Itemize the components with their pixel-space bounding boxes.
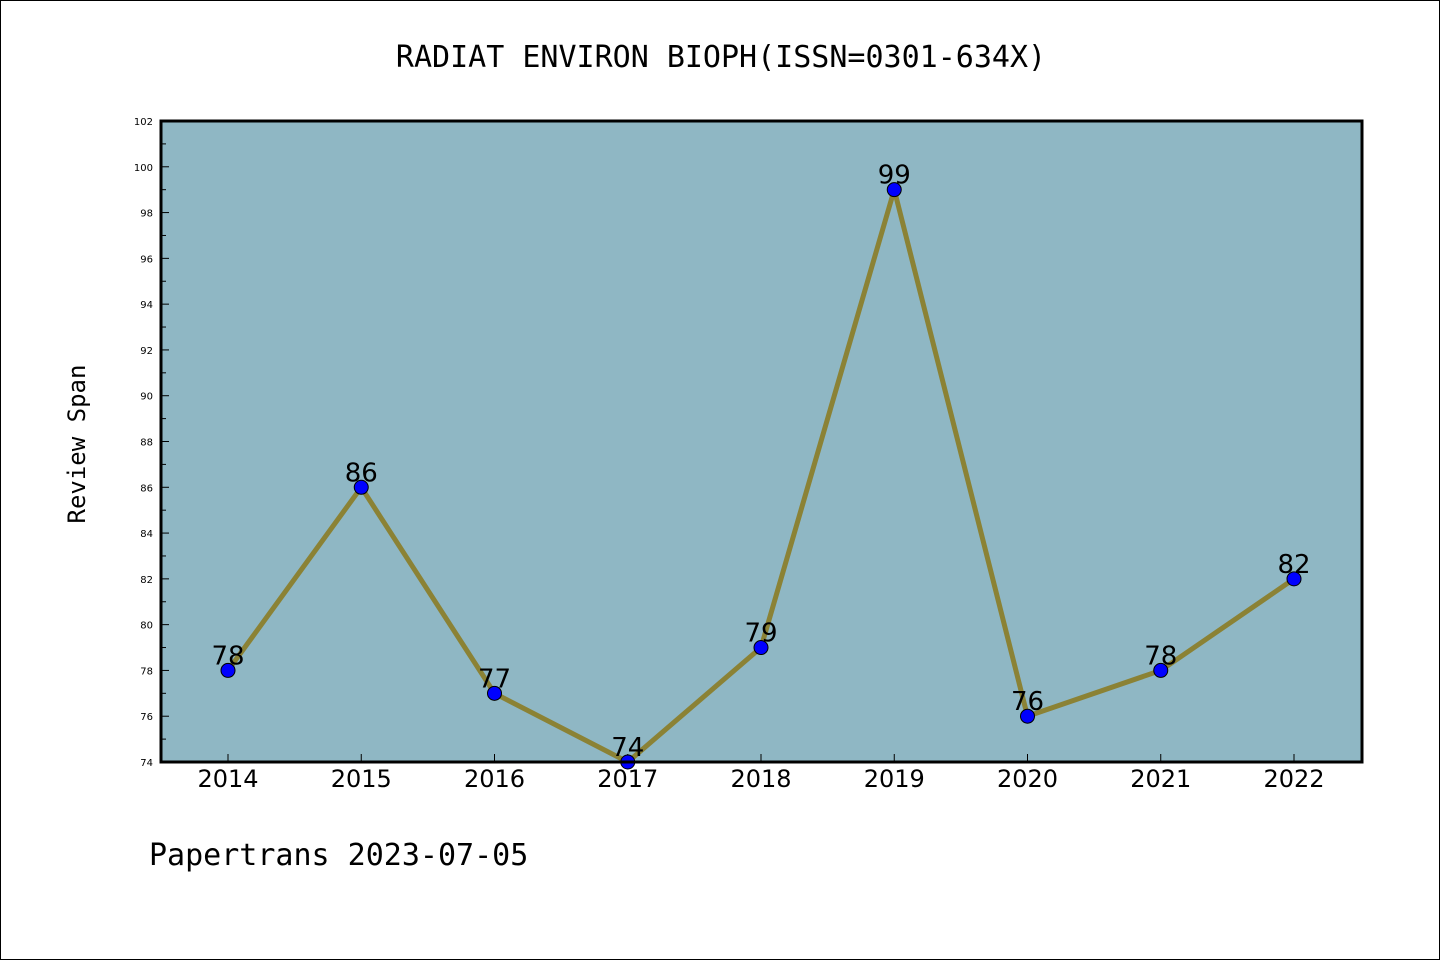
data-point: [353, 479, 369, 495]
data-point: [220, 662, 236, 678]
data-label: 74: [611, 733, 644, 763]
plot-frame: [159, 119, 1364, 764]
footer-watermark: Papertrans 2023-07-05: [149, 838, 528, 873]
data-point: [1020, 708, 1035, 724]
y-tick-label: 74: [140, 758, 153, 769]
data-label: 76: [1011, 687, 1044, 717]
y-tick-label: 102: [134, 117, 153, 128]
y-tick-label: 100: [134, 163, 153, 174]
y-tick-label: 90: [140, 392, 153, 403]
data-point: [487, 685, 502, 701]
data-point: [886, 182, 902, 198]
x-tick-label: 2015: [331, 765, 392, 793]
x-tick-label: 2022: [1263, 765, 1324, 793]
data-label: 82: [1277, 550, 1310, 580]
x-axis: 2014 2015 2016 2017 2018 2019 2020 2021 2022: [197, 754, 1325, 793]
plot-area: [161, 121, 1362, 762]
x-tick-label: 2018: [730, 765, 791, 793]
y-tick-label: 94: [140, 300, 153, 311]
y-axis-label: Review Span: [63, 365, 91, 524]
data-label: 99: [878, 161, 911, 191]
x-tick-label: 2019: [864, 765, 925, 793]
y-tick-label: 88: [140, 438, 153, 449]
y-tick-label: 82: [140, 575, 153, 586]
y-axis: 74 76 78 80 82 84 86 88 90 92 94 96 98 100 102: [134, 117, 169, 769]
y-tick-label: 86: [140, 483, 153, 494]
x-tick-label: 2016: [464, 765, 525, 793]
x-tick-label: 2017: [597, 765, 658, 793]
data-label: 77: [478, 664, 511, 694]
data-label: 79: [744, 619, 777, 649]
y-tick-label: 84: [140, 529, 153, 540]
y-tick-label: 76: [140, 712, 153, 723]
y-tick-label: 80: [140, 621, 153, 632]
data-point: [1286, 571, 1302, 587]
y-tick-label: 92: [140, 346, 153, 357]
data-point: [1153, 662, 1169, 678]
chart-title: RADIAT ENVIRON BIOPH(ISSN=0301-634X): [396, 40, 1046, 75]
data-point: [753, 640, 769, 656]
y-tick-label: 96: [140, 254, 153, 265]
data-label: 78: [1144, 641, 1177, 671]
data-label: 86: [345, 458, 378, 488]
y-tick-label: 78: [140, 666, 153, 677]
x-tick-label: 2021: [1130, 765, 1191, 793]
data-label: 78: [211, 641, 244, 671]
x-tick-label: 2014: [197, 765, 258, 793]
series-review-span: 78 86 77 74 79 99 76 78 82: [211, 161, 1311, 770]
x-tick-label: 2020: [997, 765, 1058, 793]
y-tick-label: 98: [140, 209, 153, 220]
